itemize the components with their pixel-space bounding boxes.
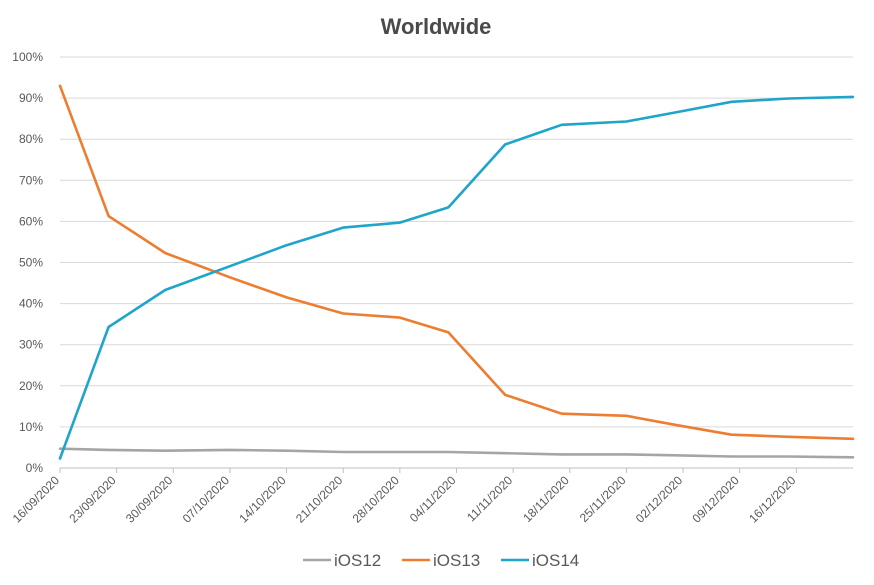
series-line-ios12 (58, 447, 855, 459)
y-tick-label: 40% (19, 297, 43, 311)
chart-title: Worldwide (381, 14, 492, 39)
y-tick-label: 80% (19, 132, 43, 146)
y-tick-label: 90% (19, 91, 43, 105)
y-tick-label: 0% (26, 461, 44, 475)
y-axis-ticks: 0% 10% 20% 30% 40% 50% 60% 70% 80% 90% 100% (12, 50, 43, 475)
x-tick-label: 07/10/2020 (180, 473, 233, 526)
y-tick-label: 30% (19, 338, 43, 352)
x-tick-label: 21/10/2020 (293, 473, 346, 526)
x-axis: 16/09/2020 23/09/2020 30/09/2020 07/10/2020… (10, 467, 853, 526)
legend-label: iOS14 (532, 551, 579, 570)
x-tick-label: 16/12/2020 (746, 473, 799, 526)
gridlines (60, 56, 853, 428)
legend-label: iOS13 (433, 551, 480, 570)
x-tick-label: 04/11/2020 (407, 473, 459, 525)
legend: iOS12 iOS13 iOS14 (303, 551, 579, 570)
series-line-ios14 (58, 95, 855, 460)
y-tick-label: 100% (12, 50, 43, 64)
y-tick-label: 10% (19, 420, 43, 434)
x-tick-label: 25/11/2020 (577, 473, 629, 525)
y-tick-label: 50% (19, 256, 43, 270)
x-tick-label: 02/12/2020 (633, 473, 686, 526)
x-tick-label: 11/11/2020 (464, 473, 515, 524)
x-tick-label: 23/09/2020 (66, 473, 119, 526)
x-tick-label: 14/10/2020 (236, 473, 289, 526)
series-line-ios13 (58, 84, 855, 441)
y-tick-label: 20% (19, 379, 43, 393)
x-tick-label: 18/11/2020 (520, 473, 572, 525)
x-tick-label: 30/09/2020 (123, 473, 176, 526)
y-tick-label: 60% (19, 214, 43, 228)
legend-label: iOS12 (334, 551, 381, 570)
x-tick-label: 28/10/2020 (350, 473, 403, 526)
y-tick-label: 70% (19, 173, 43, 187)
x-tick-label: 09/12/2020 (689, 473, 742, 526)
series-lines (58, 84, 855, 460)
x-tick-label: 16/09/2020 (10, 473, 63, 526)
